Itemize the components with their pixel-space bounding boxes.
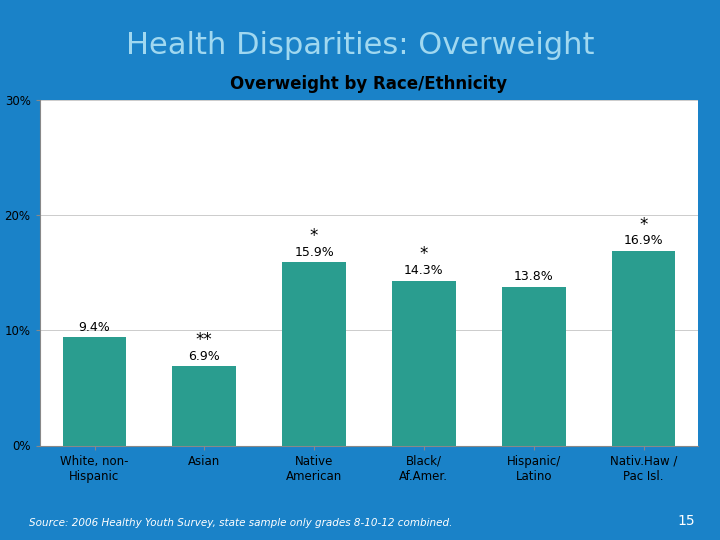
- Text: 9.4%: 9.4%: [78, 321, 110, 334]
- Bar: [502, 287, 565, 446]
- Bar: [173, 366, 236, 445]
- Text: *: *: [310, 227, 318, 245]
- Bar: [63, 337, 126, 445]
- Text: 13.8%: 13.8%: [514, 270, 554, 283]
- Title: Overweight by Race/Ethnicity: Overweight by Race/Ethnicity: [230, 75, 508, 93]
- Text: Source: 2006 Healthy Youth Survey, state sample only grades 8-10-12 combined.: Source: 2006 Healthy Youth Survey, state…: [29, 518, 452, 528]
- Text: 14.3%: 14.3%: [404, 264, 444, 278]
- Text: **: **: [196, 330, 212, 349]
- Text: 15.9%: 15.9%: [294, 246, 334, 259]
- Text: 6.9%: 6.9%: [189, 349, 220, 362]
- Text: 16.9%: 16.9%: [624, 234, 663, 247]
- Bar: [612, 251, 675, 446]
- Bar: [392, 281, 456, 446]
- Text: Health Disparities: Overweight: Health Disparities: Overweight: [126, 31, 594, 60]
- Text: 15: 15: [678, 514, 695, 528]
- Bar: [282, 262, 346, 446]
- Text: *: *: [639, 215, 648, 233]
- Text: *: *: [420, 246, 428, 264]
